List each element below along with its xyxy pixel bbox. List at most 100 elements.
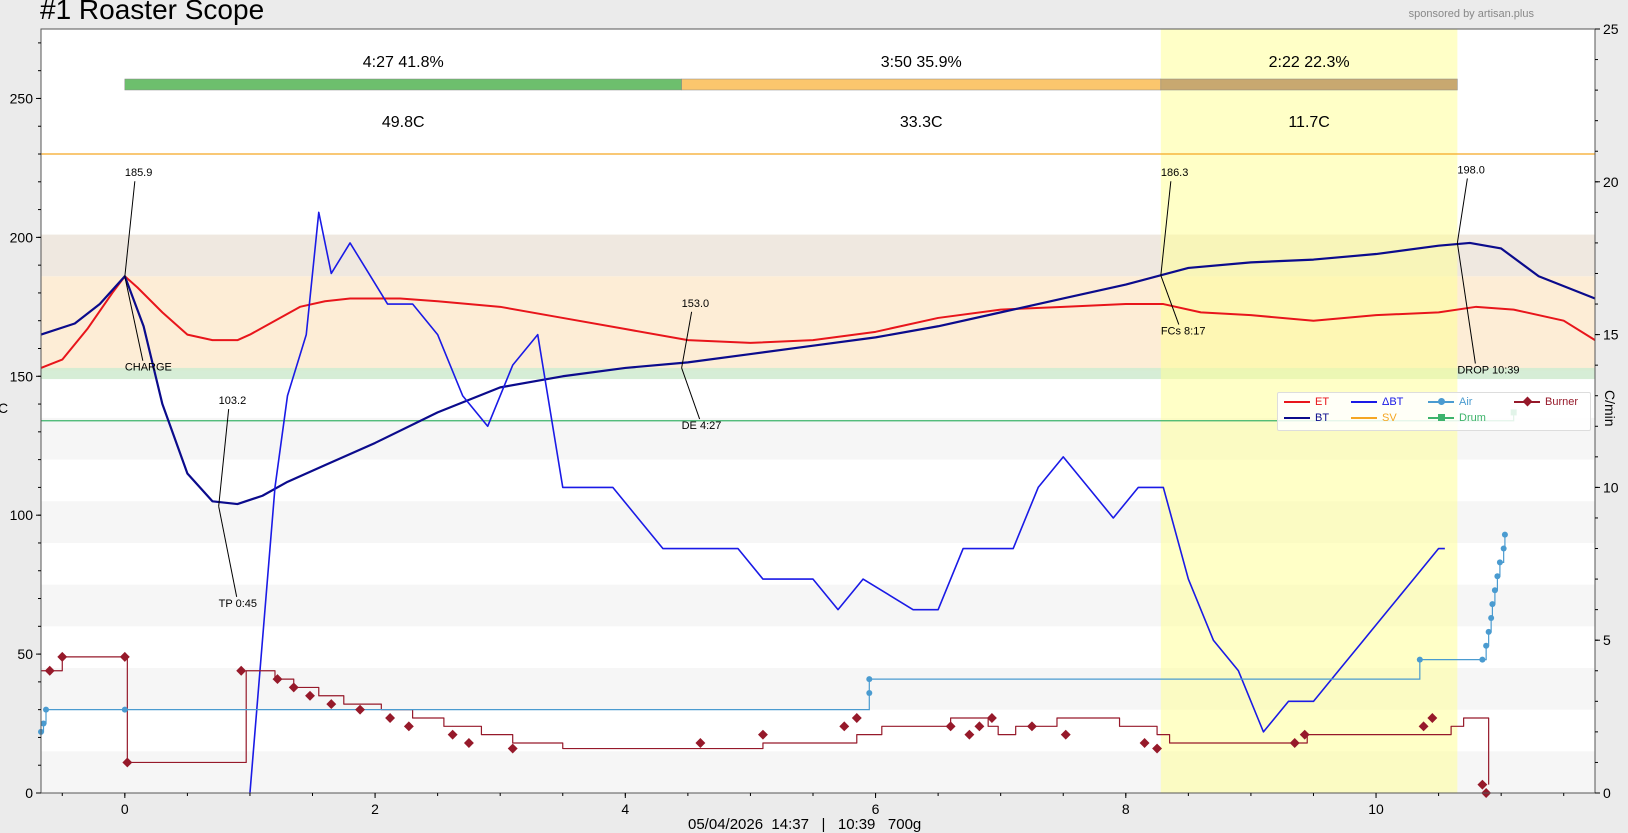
- air-marker: [1494, 573, 1501, 580]
- burner-marker: [1289, 738, 1300, 748]
- burner-marker: [122, 757, 133, 768]
- series-bt: [40, 241, 1596, 506]
- legend-item-bt: BT: [1284, 412, 1329, 424]
- air-marker: [1496, 559, 1503, 566]
- legend-swatch: [1351, 396, 1377, 408]
- air-marker: [43, 706, 50, 713]
- event-value-label: 153.0: [682, 298, 710, 310]
- burner-marker: [1477, 779, 1488, 790]
- annotation-leader: [124, 181, 136, 277]
- event-label: DROP 10:39: [1457, 364, 1519, 376]
- annotation-leader: [1160, 275, 1180, 325]
- x-tick-label: 8: [1122, 801, 1130, 817]
- burner-marker: [964, 729, 975, 740]
- burner-marker: [463, 738, 474, 748]
- event-label: CHARGE: [125, 362, 172, 374]
- annotation-leader: [1456, 242, 1476, 364]
- series-et: [40, 275, 1596, 369]
- burner-marker: [326, 699, 337, 710]
- x-tick-label: 0: [121, 801, 129, 817]
- y-tick-label: 0: [25, 785, 33, 801]
- legend-item-air: Air: [1428, 396, 1472, 408]
- event-label: FCs 8:17: [1161, 326, 1206, 338]
- legend-label: ET: [1315, 396, 1330, 408]
- air-marker: [1489, 601, 1496, 608]
- legend-swatch: [1284, 396, 1310, 408]
- sponsor-text: sponsored by artisan.plus: [1408, 8, 1534, 20]
- burner-marker: [288, 682, 299, 693]
- legend-item-delta-bt: ΔBT: [1351, 396, 1403, 408]
- y-tick-label: 50: [17, 646, 33, 662]
- burner-marker: [57, 651, 68, 662]
- burner-marker: [1139, 738, 1150, 748]
- air-marker: [1416, 656, 1423, 663]
- burner-marker: [1427, 713, 1438, 723]
- burner-marker: [385, 713, 396, 723]
- burner-marker: [305, 690, 315, 701]
- legend-item-drum: Drum: [1428, 412, 1486, 424]
- burner-marker: [1152, 743, 1163, 754]
- annotation-leader: [218, 506, 238, 597]
- series-delta-bt: [249, 211, 1445, 794]
- burner-marker: [757, 729, 768, 740]
- x-tick-label: 2: [371, 801, 379, 817]
- air-marker: [866, 689, 873, 696]
- legend-swatch: [1514, 396, 1540, 408]
- legend-label: BT: [1315, 412, 1330, 424]
- annotation-leader: [681, 367, 701, 420]
- phase-delta-label: 49.8C: [382, 114, 425, 131]
- x-tick-label: 6: [872, 801, 880, 817]
- y-tick-label: 150: [10, 368, 34, 384]
- chart-title: #1 Roaster Scope: [40, 0, 265, 25]
- air-marker: [1500, 545, 1507, 552]
- y2-tick-label: 10: [1603, 479, 1619, 495]
- roast-summary-footer: 05/04/2026 14:37 | 10:39 700g: [688, 816, 922, 833]
- legend-item-burner: Burner: [1514, 396, 1578, 408]
- burner-marker: [403, 721, 414, 732]
- phase-bar-segment: [681, 78, 1162, 91]
- event-value-label: 186.3: [1161, 167, 1189, 179]
- air-marker: [40, 720, 47, 727]
- y2-tick-label: 0: [1603, 785, 1611, 801]
- phase-time-label: 4:27 41.8%: [363, 54, 444, 71]
- plot-frame: [40, 28, 1596, 794]
- air-marker: [866, 676, 873, 683]
- event-value-label: 103.2: [219, 395, 247, 407]
- series-air: [41, 534, 1506, 733]
- burner-marker: [851, 713, 862, 723]
- burner-marker: [695, 738, 706, 748]
- legend-swatch: [1284, 412, 1310, 424]
- air-marker: [1501, 531, 1508, 538]
- legend-item-sv: SV: [1351, 412, 1397, 424]
- y-tick-label: 200: [10, 229, 34, 245]
- phase-bar-segment: [124, 78, 682, 91]
- air-marker: [121, 706, 128, 713]
- phase-time-label: 2:22 22.3%: [1269, 54, 1350, 71]
- event-value-label: 198.0: [1457, 164, 1485, 176]
- x-tick-label: 4: [621, 801, 629, 817]
- legend-label: SV: [1382, 412, 1397, 424]
- phase-delta-label: 33.3C: [900, 114, 943, 131]
- air-marker: [1485, 628, 1492, 635]
- legend-label: Drum: [1459, 412, 1486, 424]
- legend-swatch: [1428, 412, 1454, 424]
- phase-time-label: 3:50 35.9%: [881, 54, 962, 71]
- y-axis-label-right: C/min: [1602, 390, 1618, 427]
- air-marker: [1483, 642, 1490, 649]
- air-marker: [1491, 587, 1498, 594]
- annotation-leader: [1160, 181, 1172, 276]
- plot-area: 4:27 41.8% 49.8C 3:50 35.9% 33.3C 2:22 22.3%…: [10, 21, 1619, 817]
- y2-tick-label: 25: [1603, 21, 1619, 37]
- air-marker: [1479, 656, 1486, 663]
- burner-marker: [507, 743, 518, 754]
- annotation-leader: [681, 311, 693, 369]
- legend-label: Air: [1459, 396, 1473, 408]
- temperature-band: [41, 367, 1595, 380]
- y-tick-label: 250: [10, 90, 34, 106]
- annotation-leader: [124, 276, 144, 361]
- burner-marker: [974, 721, 985, 732]
- legend-label: Burner: [1545, 396, 1579, 408]
- y-tick-label: 100: [10, 507, 34, 523]
- x-tick-label: 10: [1368, 801, 1384, 817]
